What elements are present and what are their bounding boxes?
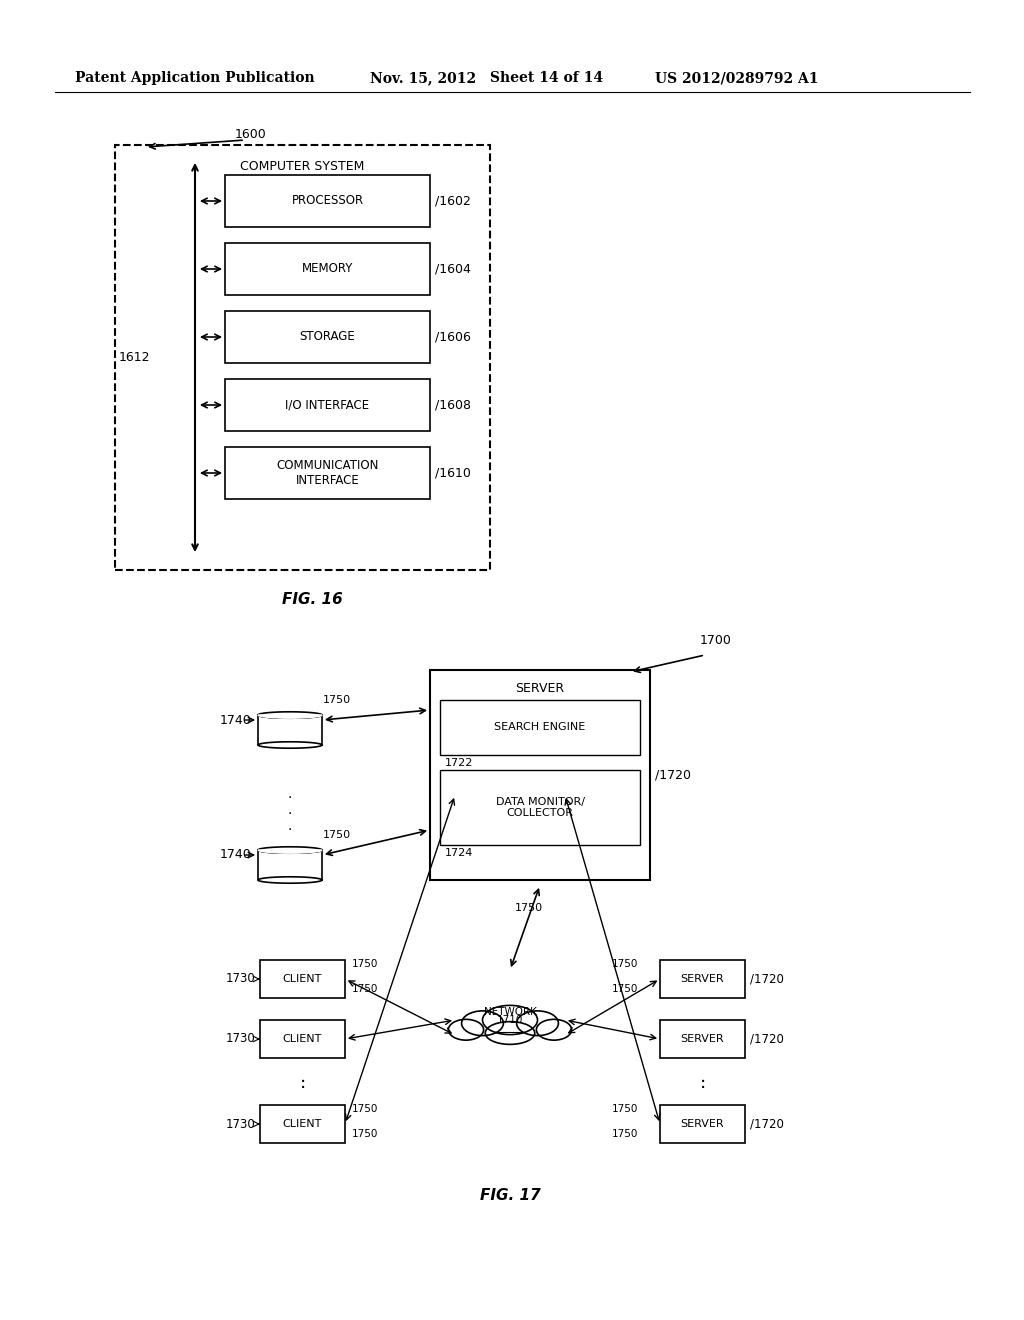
Text: 1750: 1750 (323, 696, 351, 705)
Text: 1722: 1722 (445, 758, 473, 768)
Text: SERVER: SERVER (681, 1034, 724, 1044)
Text: US 2012/0289792 A1: US 2012/0289792 A1 (655, 71, 818, 84)
Text: 1600: 1600 (234, 128, 266, 141)
Text: 1750: 1750 (611, 960, 638, 969)
Text: .
.
.: . . . (288, 787, 292, 833)
FancyBboxPatch shape (225, 243, 430, 294)
Text: SERVER: SERVER (515, 681, 564, 694)
Text: /1720: /1720 (750, 1118, 784, 1130)
Text: 1724: 1724 (445, 847, 473, 858)
FancyBboxPatch shape (430, 671, 650, 880)
FancyBboxPatch shape (225, 312, 430, 363)
Ellipse shape (449, 1019, 483, 1040)
Text: 1700: 1700 (700, 634, 732, 647)
FancyBboxPatch shape (260, 960, 345, 998)
Text: /1610: /1610 (435, 466, 471, 479)
Text: 1730: 1730 (225, 1118, 255, 1130)
Text: /1606: /1606 (435, 330, 471, 343)
FancyBboxPatch shape (260, 1020, 345, 1059)
Text: NETWORK: NETWORK (483, 1007, 537, 1016)
Ellipse shape (516, 1011, 558, 1036)
FancyBboxPatch shape (660, 1020, 745, 1059)
Ellipse shape (537, 1019, 571, 1040)
Text: .: . (699, 1073, 706, 1093)
FancyBboxPatch shape (225, 447, 430, 499)
Text: Sheet 14 of 14: Sheet 14 of 14 (490, 71, 603, 84)
Text: 1740: 1740 (220, 714, 252, 726)
FancyBboxPatch shape (225, 379, 430, 432)
Text: /1602: /1602 (435, 194, 471, 207)
Text: COMMUNICATION
INTERFACE: COMMUNICATION INTERFACE (276, 459, 379, 487)
Text: CLIENT: CLIENT (283, 974, 323, 983)
Text: /1720: /1720 (655, 768, 691, 781)
Text: 1750: 1750 (352, 960, 378, 969)
Text: 1750: 1750 (323, 830, 351, 840)
Text: FIG. 16: FIG. 16 (283, 593, 343, 607)
FancyBboxPatch shape (660, 1105, 745, 1143)
Text: CLIENT: CLIENT (283, 1034, 323, 1044)
Text: STORAGE: STORAGE (300, 330, 355, 343)
Ellipse shape (462, 1011, 504, 1036)
Text: 1710: 1710 (497, 1015, 523, 1026)
Text: 1750: 1750 (611, 1129, 638, 1139)
Text: 1730: 1730 (225, 1032, 255, 1045)
Text: .: . (299, 1073, 305, 1093)
Text: 1750: 1750 (611, 983, 638, 994)
Ellipse shape (482, 1006, 538, 1035)
Text: SERVER: SERVER (681, 1119, 724, 1129)
FancyBboxPatch shape (225, 176, 430, 227)
FancyBboxPatch shape (260, 1105, 345, 1143)
Text: 1750: 1750 (352, 1129, 378, 1139)
Text: 1750: 1750 (352, 1104, 378, 1114)
Text: COMPUTER SYSTEM: COMPUTER SYSTEM (241, 161, 365, 173)
Text: SERVER: SERVER (681, 974, 724, 983)
Text: 1730: 1730 (225, 973, 255, 986)
Polygon shape (258, 850, 322, 853)
Text: PROCESSOR: PROCESSOR (292, 194, 364, 207)
Ellipse shape (485, 1022, 535, 1044)
Text: /1720: /1720 (750, 1032, 784, 1045)
Text: FIG. 17: FIG. 17 (479, 1188, 541, 1203)
FancyBboxPatch shape (660, 960, 745, 998)
Text: Nov. 15, 2012: Nov. 15, 2012 (370, 71, 476, 84)
Text: MEMORY: MEMORY (302, 263, 353, 276)
Polygon shape (258, 715, 322, 718)
Text: DATA MONITOR/
COLLECTOR: DATA MONITOR/ COLLECTOR (496, 797, 585, 818)
Text: I/O INTERFACE: I/O INTERFACE (286, 399, 370, 412)
Text: SEARCH ENGINE: SEARCH ENGINE (495, 722, 586, 733)
Text: 1750: 1750 (352, 983, 378, 994)
Text: .: . (699, 1067, 706, 1085)
Text: .: . (299, 1067, 305, 1085)
Text: 1612: 1612 (119, 351, 150, 364)
FancyBboxPatch shape (115, 145, 490, 570)
FancyBboxPatch shape (440, 700, 640, 755)
Text: /1720: /1720 (750, 973, 784, 986)
Text: 1750: 1750 (515, 903, 543, 913)
Text: CLIENT: CLIENT (283, 1119, 323, 1129)
Text: 1750: 1750 (611, 1104, 638, 1114)
Text: 1740: 1740 (220, 849, 252, 862)
Text: /1604: /1604 (435, 263, 471, 276)
Text: /1608: /1608 (435, 399, 471, 412)
FancyBboxPatch shape (440, 770, 640, 845)
Text: Patent Application Publication: Patent Application Publication (75, 71, 314, 84)
